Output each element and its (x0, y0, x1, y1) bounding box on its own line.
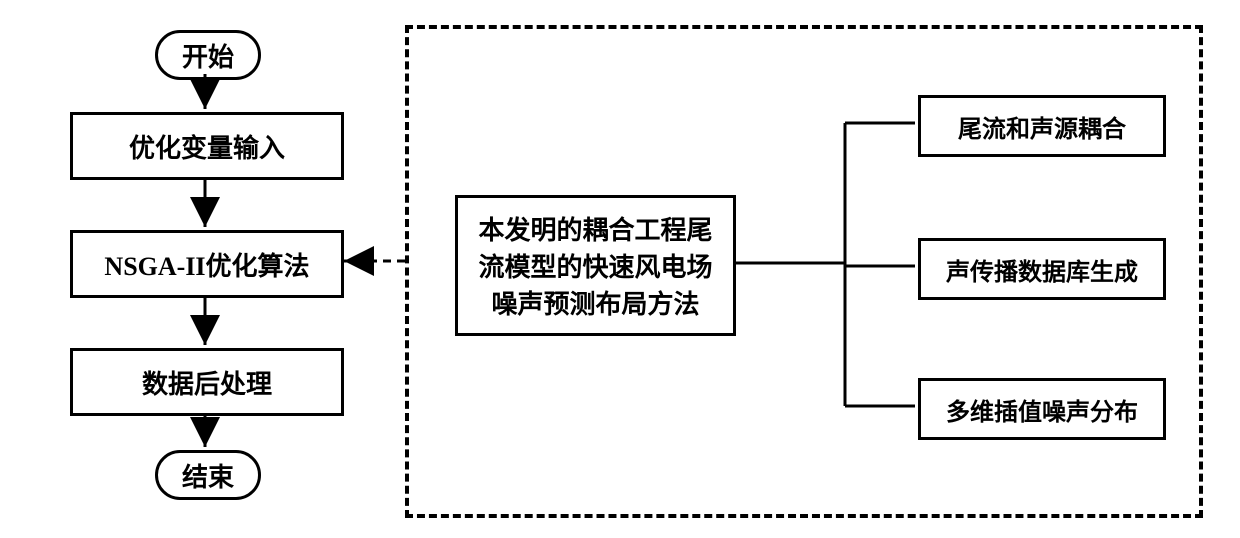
module-center-box: 本发明的耦合工程尾 流模型的快速风电场 噪声预测布局方法 (455, 195, 736, 336)
step-input-box: 优化变量输入 (70, 112, 344, 180)
center-line3: 噪声预测布局方法 (478, 284, 712, 321)
center-line2: 流模型的快速风电场 (478, 247, 712, 284)
module-r1-box: 尾流和声源耦合 (918, 95, 1166, 157)
step-nsga-box: NSGA-II优化算法 (70, 230, 344, 298)
diagram-canvas: 开始 优化变量输入 NSGA-II优化算法 数据后处理 结束 本发明的耦合工程尾… (0, 0, 1240, 538)
module-r2-box: 声传播数据库生成 (918, 238, 1166, 300)
module-r3-box: 多维插值噪声分布 (918, 378, 1166, 440)
start-terminator: 开始 (155, 30, 261, 80)
end-terminator: 结束 (155, 450, 261, 500)
center-line1: 本发明的耦合工程尾 (478, 210, 712, 247)
module-center-text: 本发明的耦合工程尾 流模型的快速风电场 噪声预测布局方法 (478, 210, 712, 321)
step-post-box: 数据后处理 (70, 348, 344, 416)
